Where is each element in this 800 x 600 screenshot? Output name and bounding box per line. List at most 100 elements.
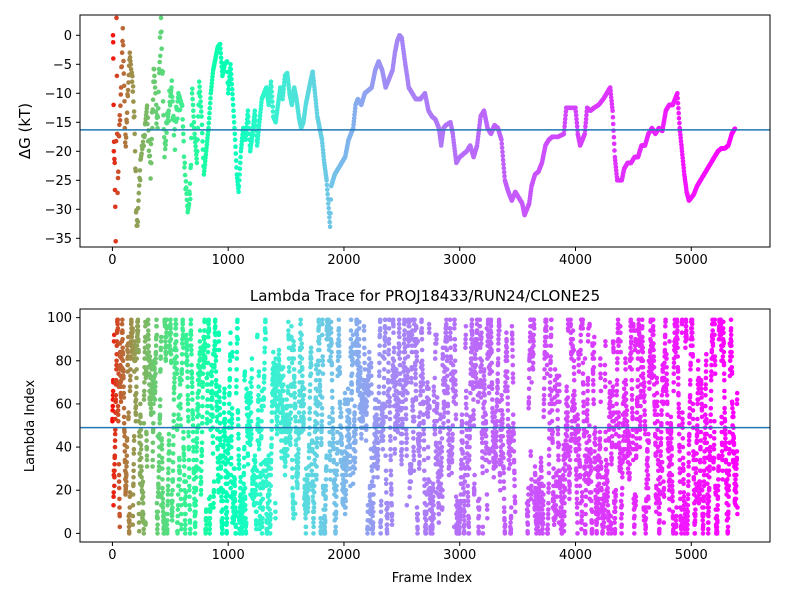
lambda-point [267,507,272,512]
lambda-point [466,466,472,471]
lambda-point [375,453,381,459]
lambda-point [234,384,239,390]
delta-g-point [312,91,318,96]
lambda-point [208,494,213,500]
lambda-point [153,349,159,355]
lambda-point [366,356,372,361]
lambda-point [430,524,435,530]
delta-g-point [270,99,275,104]
lambda-point [210,434,216,439]
lambda-point [180,328,186,333]
lambda-point [217,395,222,400]
lambda-point [207,507,213,512]
delta-g-point [139,151,144,156]
delta-g-point [563,109,569,114]
lambda-point [170,451,176,456]
delta-g-point [500,153,506,159]
lambda-point [120,358,126,364]
lambda-point [179,367,185,372]
lambda-point [157,397,163,402]
lambda-point [323,494,329,500]
delta-g-point [678,135,683,141]
lambda-point [413,382,419,387]
lambda-point [319,405,325,411]
x-tick-label: 2000 [327,253,360,268]
lambda-point [298,321,303,327]
delta-g-point [169,94,175,100]
delta-g-point [153,109,159,115]
lambda-point [295,485,300,491]
delta-g-point [230,91,235,97]
delta-g-point [111,102,116,108]
lambda-point [411,429,416,435]
lambda-point [327,429,332,435]
lambda-point [350,481,356,487]
lambda-point [306,481,311,487]
lambda-point [453,401,459,407]
lambda-point [404,436,410,441]
delta-g-point [136,183,142,188]
delta-g-point [153,102,159,108]
lambda-point [189,384,195,390]
lambda-point [288,393,294,398]
lambda-point [118,399,124,405]
lambda-point [421,431,427,437]
lambda-point [197,349,203,355]
lambda-point [239,505,245,510]
lambda-point [403,427,409,433]
lambda-point [208,418,213,424]
lambda-point [396,330,402,336]
lambda-point [131,434,137,439]
lambda-point [431,388,437,394]
delta-g-point [325,191,330,197]
lambda-point [357,319,362,325]
lambda-point [178,423,183,428]
lambda-point [377,369,382,374]
lambda-point [111,503,116,508]
lambda-point [460,429,465,435]
lambda-point [181,453,187,459]
lambda-point [286,319,291,325]
lambda-point [327,457,333,463]
lambda-point [436,503,442,508]
delta-g-point [112,156,117,162]
lambda-point [399,462,404,467]
delta-g-point [126,80,131,85]
lambda-point [362,345,367,351]
lambda-point [305,505,311,510]
lambda-point [307,405,313,411]
lambda-point [227,367,233,372]
delta-g-point [608,88,613,94]
lambda-point [217,384,222,390]
lambda-point [285,446,290,452]
lambda-point [329,349,334,355]
lambda-point [468,390,473,396]
lambda-point [110,403,116,409]
lambda-point [248,410,254,415]
lambda-point [336,332,342,338]
delta-g-point [232,131,238,137]
lambda-point [267,531,273,536]
lambda-point [207,522,213,527]
lambda-point [432,431,438,437]
delta-g-point [152,73,157,79]
delta-g-point [202,162,208,167]
lambda-point [356,336,362,342]
lambda-point [378,531,384,536]
delta-g-point [208,87,214,93]
delta-g-point [129,70,135,75]
lambda-point [181,457,187,463]
lambda-point [220,516,225,521]
lambda-point [336,343,342,349]
lambda-point [423,518,429,523]
delta-g-point [180,117,185,122]
lambda-point [301,421,306,426]
lambda-point [334,468,340,474]
lambda-point [411,468,417,474]
lambda-point [220,507,225,512]
delta-g-point [181,138,186,144]
delta-g-point [202,158,208,164]
lambda-point [194,429,200,435]
delta-g-point [327,224,333,229]
lambda-point [268,483,274,489]
